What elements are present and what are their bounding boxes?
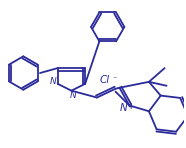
- Text: N: N: [70, 91, 77, 100]
- Text: ⁻: ⁻: [112, 75, 117, 84]
- Text: N: N: [49, 77, 56, 86]
- Text: +: +: [127, 102, 133, 111]
- Text: N: N: [120, 103, 127, 113]
- Text: Cl: Cl: [100, 75, 110, 85]
